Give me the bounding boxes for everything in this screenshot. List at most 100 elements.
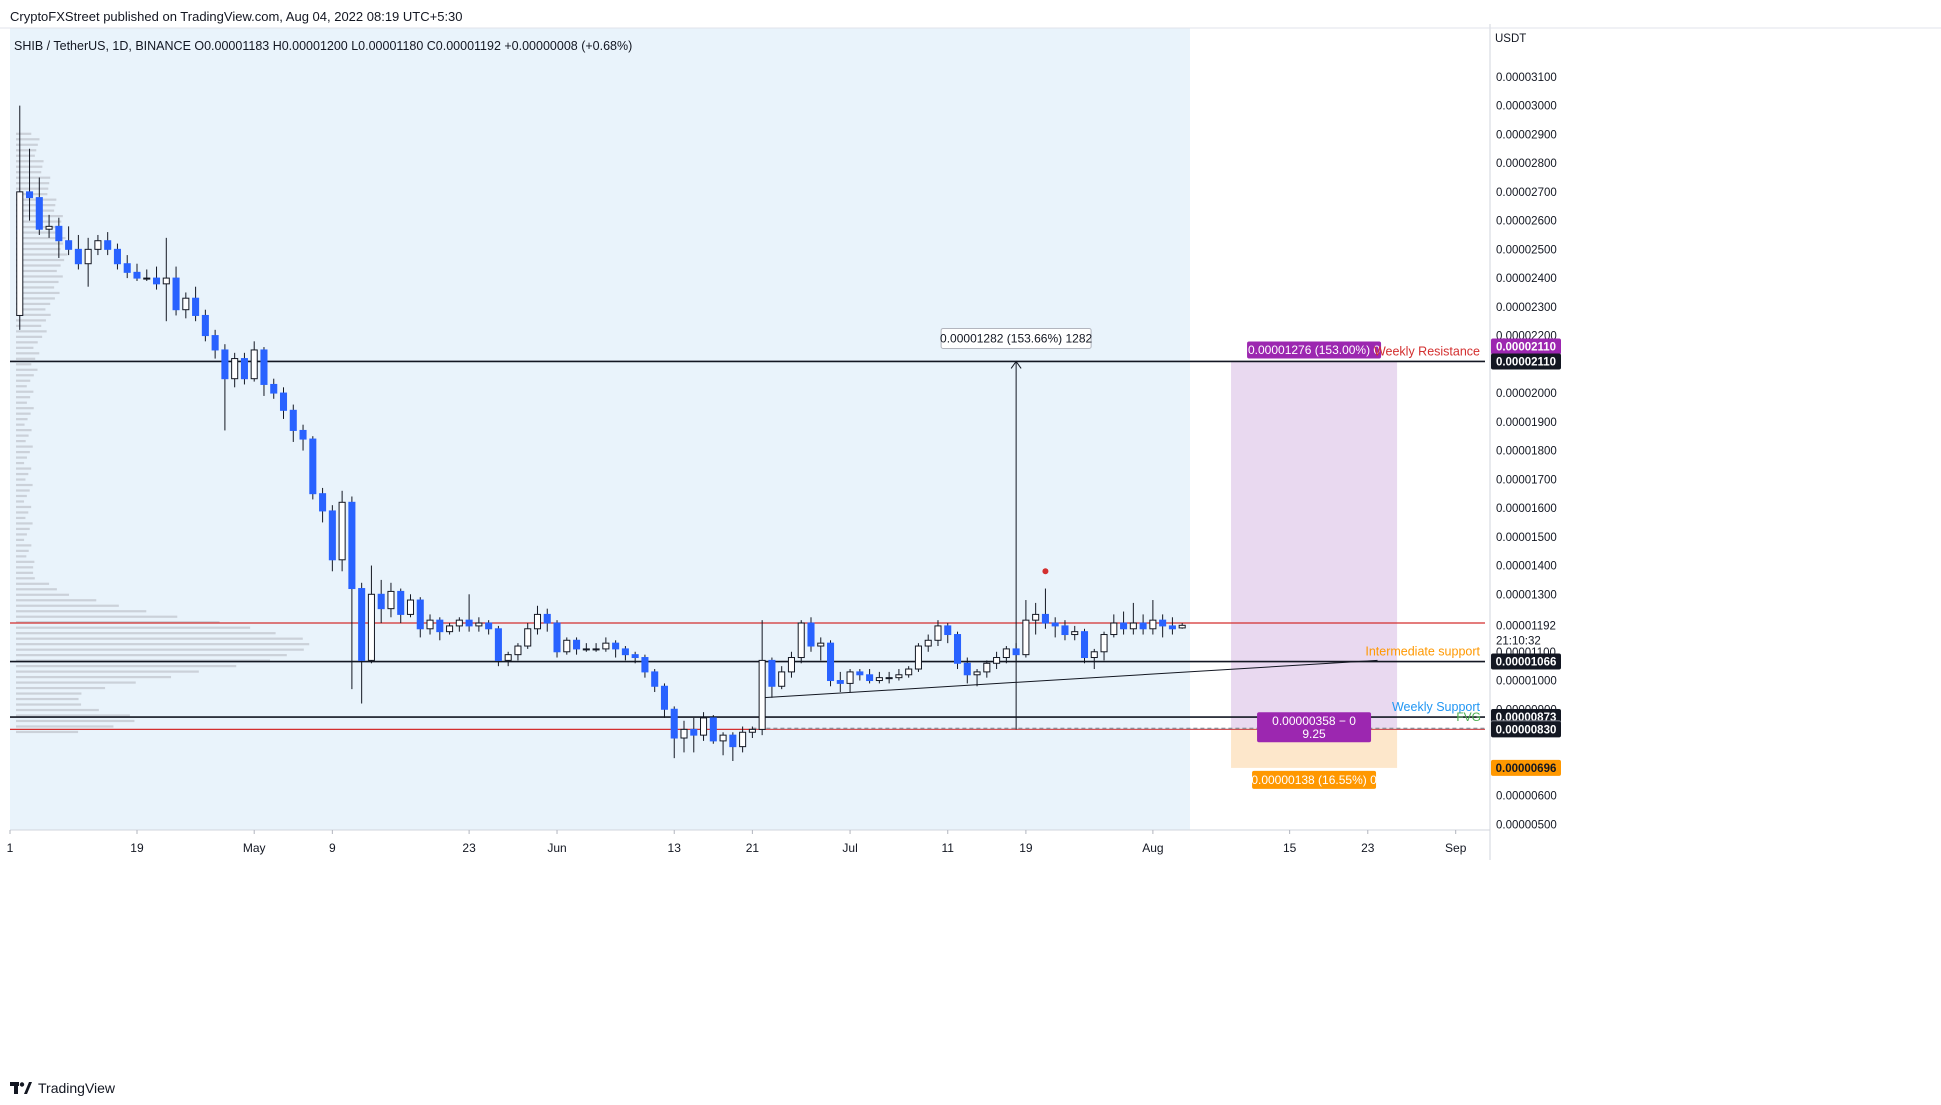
candle — [573, 637, 581, 655]
price-tick-label: 0.00001400 — [1496, 561, 1557, 573]
candle — [113, 243, 121, 270]
volume-profile-bar — [16, 330, 47, 333]
time-tick-label: 9 — [329, 841, 336, 855]
footer-brand[interactable]: TradingView — [10, 1080, 115, 1096]
candle-body — [612, 642, 620, 650]
price-scale-label-box — [1491, 617, 1561, 634]
price-scale-label: 0.00001192 — [1496, 620, 1556, 632]
candle — [739, 726, 747, 753]
target-label-box — [1247, 341, 1382, 359]
volume-profile-bar — [16, 461, 25, 465]
candle — [104, 232, 112, 256]
candle-body — [162, 277, 170, 285]
volume-profile-bar — [16, 154, 35, 157]
candle — [436, 617, 444, 641]
candle — [533, 605, 542, 635]
volume-profile-bar — [16, 730, 79, 734]
candle — [377, 579, 385, 624]
candle — [592, 643, 600, 652]
candle — [846, 669, 854, 693]
candle-body — [1041, 613, 1049, 624]
price-tick-label: 0.00001900 — [1496, 417, 1557, 429]
candle — [905, 666, 913, 678]
volume-profile-bar — [16, 242, 64, 245]
target-label: 0.00001276 (153.00%) 0 — [1248, 343, 1380, 357]
candle-body — [905, 668, 913, 676]
candle-body — [436, 619, 444, 633]
volume-profile-bar — [16, 335, 43, 338]
candle-body — [289, 409, 297, 431]
candle-body — [514, 645, 522, 656]
volume-profile-bar — [16, 418, 28, 421]
candle — [494, 625, 502, 667]
volume-profile-bar — [16, 692, 82, 695]
candle-body — [993, 657, 1001, 664]
price-axis[interactable]: USDT 0.00003100 0.00003000 0.00002900 0.0000… — [1491, 33, 1561, 831]
candle — [1178, 623, 1186, 629]
volume-profile-bar — [16, 665, 237, 668]
candle-body — [983, 662, 991, 673]
candles — [16, 105, 1186, 762]
candle — [416, 597, 424, 638]
candle-body — [84, 248, 92, 265]
candle — [270, 378, 278, 399]
volume-profile-bar — [16, 648, 304, 651]
candle-body — [817, 642, 825, 647]
volume-profile-bar — [16, 187, 49, 190]
volume-profile-bar — [16, 275, 63, 278]
candle — [895, 669, 903, 681]
price-tick-label: 0.00002800 — [1496, 158, 1557, 170]
price-tick-label: 0.00001000 — [1496, 676, 1557, 688]
candle — [289, 404, 297, 442]
price-tick-label: 0.00002600 — [1496, 216, 1557, 228]
candle-body — [1178, 624, 1186, 629]
candle-body — [192, 297, 200, 316]
volume-profile-bar — [16, 171, 42, 174]
price-scale-label: 0.00002110 — [1496, 341, 1556, 353]
level-name-label: Weekly Resistance — [1374, 344, 1480, 358]
candle-body — [1051, 622, 1059, 627]
candle-body — [807, 622, 815, 647]
volume-profile-bar — [16, 286, 55, 289]
candle-body — [74, 248, 82, 265]
candle — [914, 643, 922, 672]
candle — [553, 620, 561, 658]
candle-body — [582, 648, 590, 651]
candle-body — [866, 674, 874, 682]
volume-profile-bar — [16, 445, 33, 448]
candle-body — [309, 438, 317, 495]
volume-profile-bar — [16, 396, 31, 399]
candle — [475, 617, 483, 632]
price-tick-label: 0.00002500 — [1496, 244, 1557, 256]
volume-profile-bar — [16, 143, 38, 146]
volume-profile-bar — [16, 308, 46, 311]
candle-body — [358, 588, 366, 661]
candle — [123, 255, 131, 279]
candle — [524, 623, 532, 649]
candle — [319, 487, 327, 523]
price-scale-label-box — [1491, 721, 1561, 738]
candle-body — [367, 593, 375, 661]
volume-profile-bar — [16, 456, 27, 459]
candle — [875, 671, 883, 684]
volume-profile-bar — [16, 604, 119, 607]
candle — [866, 669, 874, 684]
time-axis[interactable]: 1 19 May 9 23 Jun 13 21 Jul 11 19 Aug 15 23 Sep — [7, 830, 1467, 855]
price-scale-label-box — [1491, 353, 1561, 370]
candle — [768, 657, 776, 698]
candle-body — [260, 349, 268, 385]
trendline — [762, 659, 1378, 699]
candle — [1080, 628, 1089, 664]
time-tick-label: 1 — [7, 841, 14, 855]
candle — [514, 643, 522, 661]
candle — [367, 565, 375, 664]
candle-body — [621, 648, 629, 656]
candle-body — [475, 622, 483, 627]
candle — [983, 660, 991, 678]
candle — [446, 623, 454, 635]
candle — [621, 646, 629, 661]
candle-body — [1149, 619, 1157, 630]
price-tick-label: 0.00001300 — [1496, 589, 1557, 601]
candle — [953, 631, 962, 670]
